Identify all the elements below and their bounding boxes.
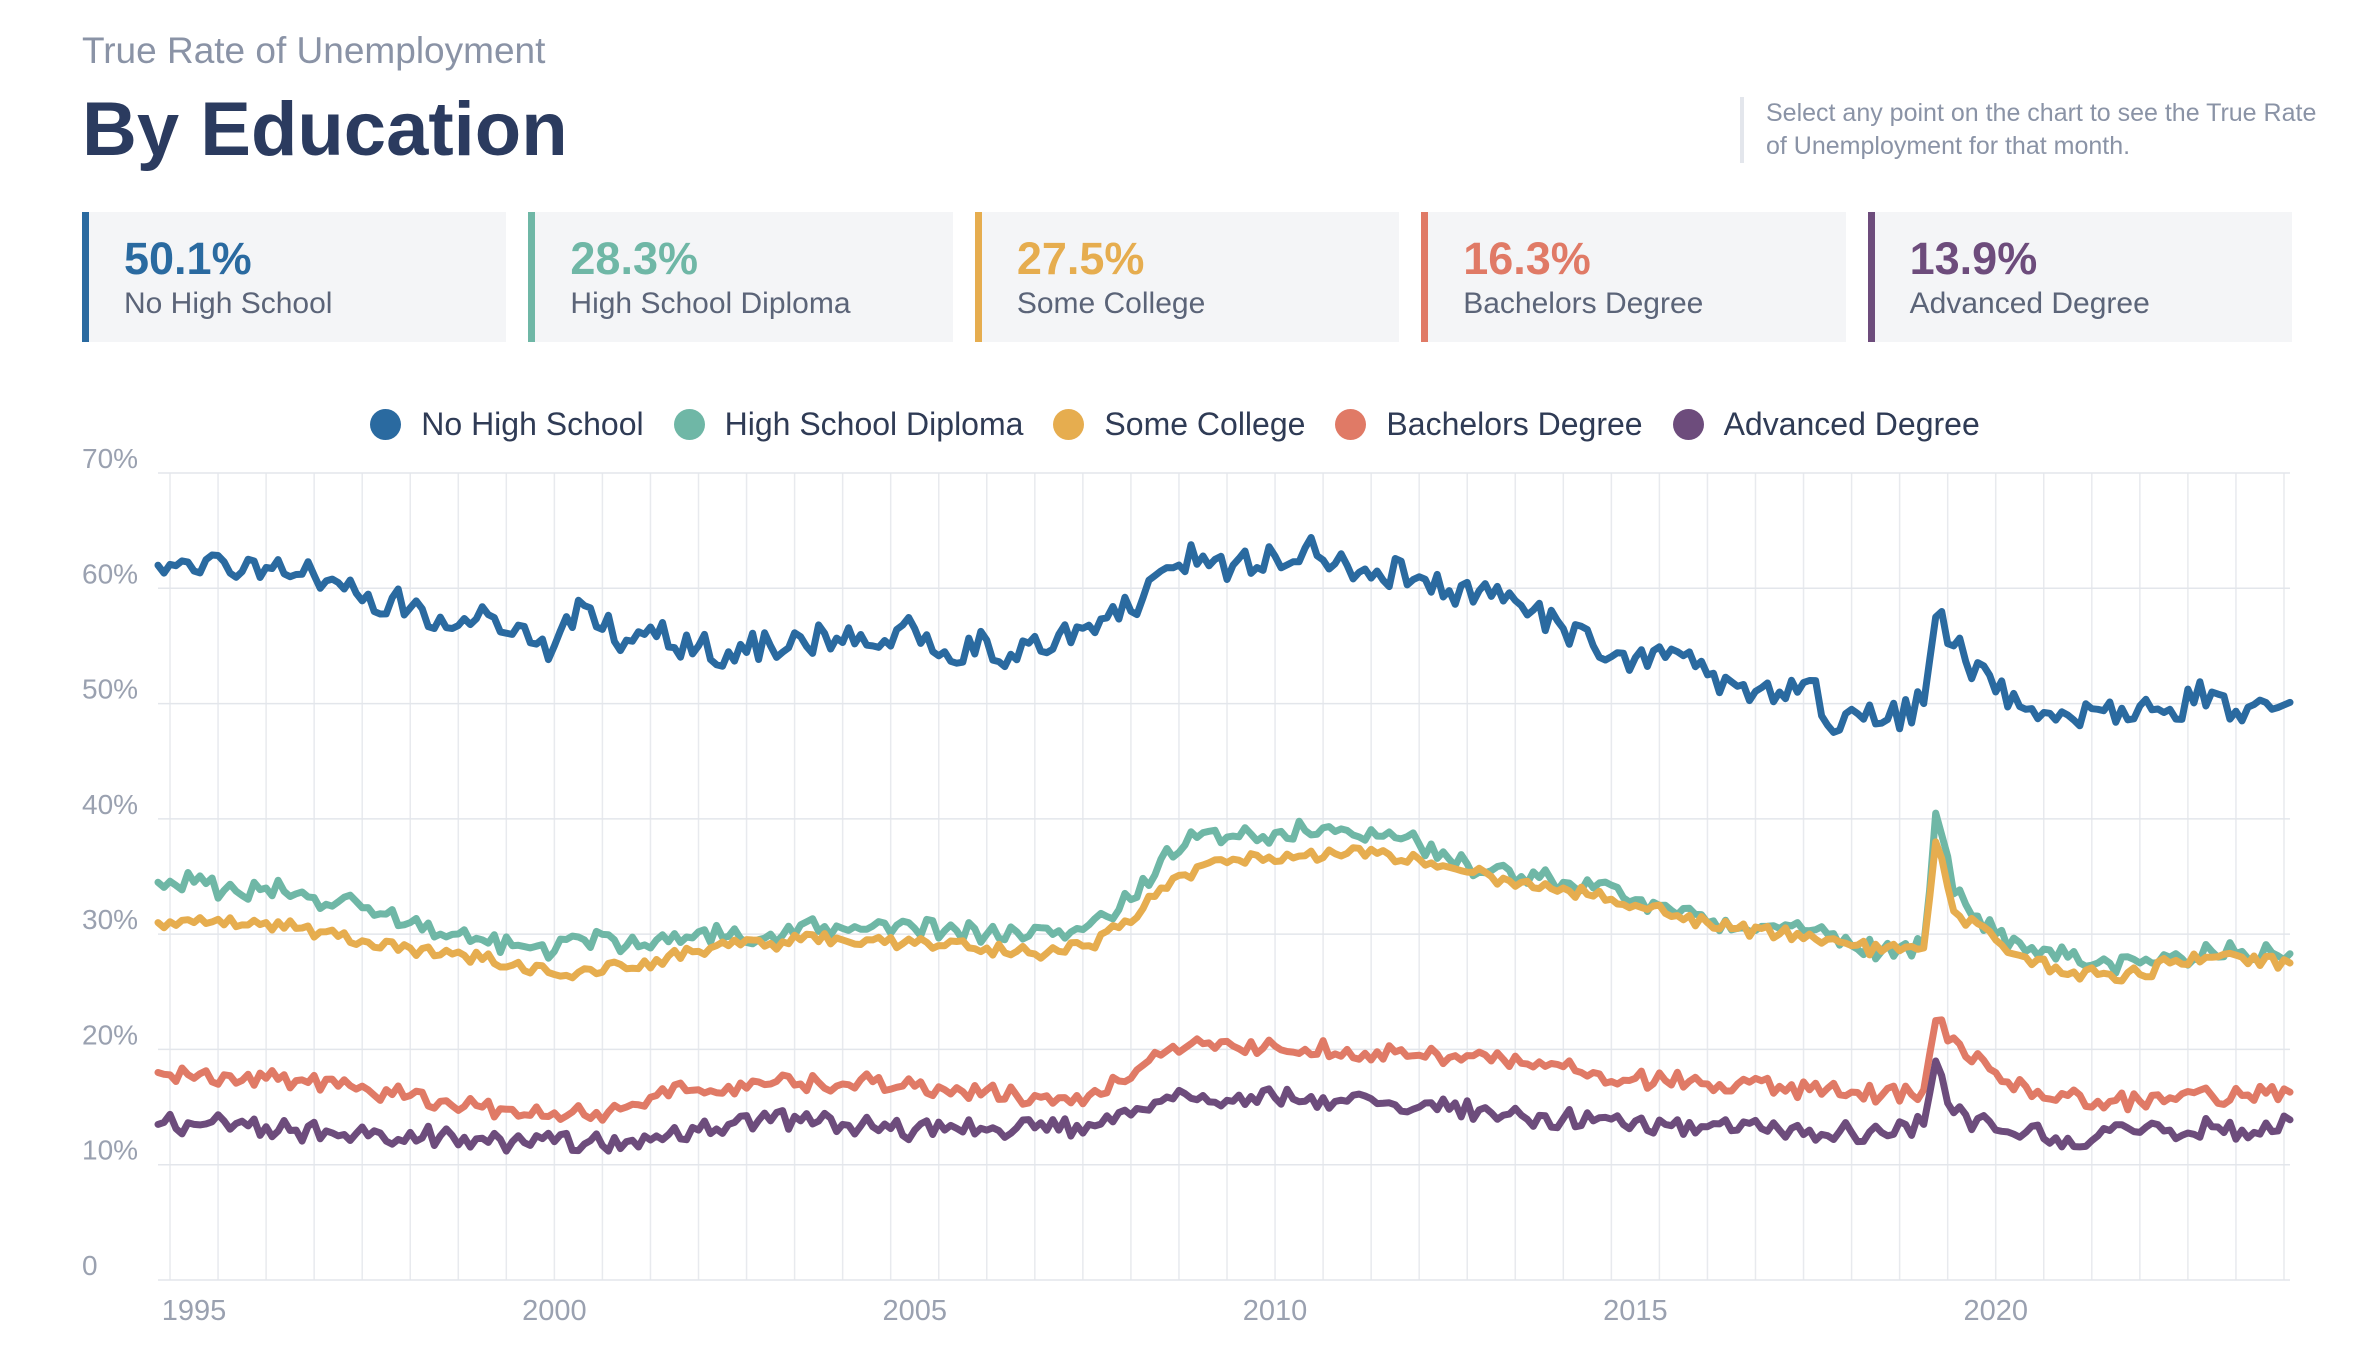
y-tick-label: 0 <box>82 1250 98 1281</box>
legend-item-high-school-diploma[interactable]: High School Diploma <box>673 405 1024 443</box>
y-tick-label: 20% <box>82 1019 138 1050</box>
y-tick-label: 70% <box>82 443 138 474</box>
legend-label: Advanced Degree <box>1723 405 1980 442</box>
series-line-some-college[interactable] <box>154 838 2294 985</box>
summary-card-label: Some College <box>1016 287 1206 320</box>
summary-card-some-college[interactable]: 27.5% Some College <box>974 212 1400 342</box>
chart-hint: Select any point on the chart to see the… <box>1740 97 2326 163</box>
summary-card-no-high-school[interactable]: 50.1% No High School <box>82 212 507 342</box>
summary-card-bachelors-degree[interactable]: 16.3% Bachelors Degree <box>1421 212 1846 342</box>
x-tick-label: 1995 <box>162 1295 227 1327</box>
x-tick-label: 2010 <box>1243 1295 1308 1327</box>
x-tick-label: 2000 <box>522 1295 587 1327</box>
y-tick-label: 10% <box>82 1135 138 1166</box>
summary-card-value: 50.1% <box>124 233 252 284</box>
legend-item-bachelors-degree[interactable]: Bachelors Degree <box>1335 405 1643 443</box>
legend-label: Bachelors Degree <box>1386 405 1643 442</box>
summary-card-value: 27.5% <box>1016 233 1145 284</box>
summary-card-value: 16.3% <box>1463 233 1591 284</box>
chart-title: By Education <box>82 87 568 172</box>
chart-kicker: True Rate of Unemployment <box>82 30 546 71</box>
y-tick-label: 30% <box>82 904 138 935</box>
series-line-no-high-school[interactable] <box>154 534 2294 736</box>
legend-dot <box>673 408 705 440</box>
summary-card-label: Advanced Degree <box>1909 287 2150 320</box>
summary-card-label: No High School <box>124 287 333 320</box>
summary-card-label: Bachelors Degree <box>1463 287 1704 320</box>
y-tick-label: 40% <box>82 789 138 820</box>
y-tick-label: 50% <box>82 674 138 705</box>
legend-label: High School Diploma <box>724 405 1024 442</box>
summary-card-value: 28.3% <box>570 233 699 284</box>
summary-card-value: 13.9% <box>1909 233 2038 284</box>
chart-legend: No High School High School Diploma Some … <box>0 402 2356 446</box>
line-chart[interactable]: 0 10% 20% 30% 40% 50% 60% 70% 1995 2000 2005 2010 20… <box>0 440 2356 1348</box>
summary-card-label: High School Diploma <box>570 287 851 320</box>
legend-label: No High School <box>421 405 644 442</box>
legend-label: Some College <box>1104 405 1306 442</box>
legend-item-advanced-degree[interactable]: Advanced Degree <box>1672 405 1980 443</box>
series-line-advanced-degree[interactable] <box>154 1057 2294 1155</box>
y-tick-label: 60% <box>82 558 138 589</box>
legend-dot <box>1335 408 1367 440</box>
legend-item-some-college[interactable]: Some College <box>1053 406 1305 443</box>
legend-item-no-high-school[interactable]: No High School <box>370 405 644 443</box>
series-line-high-school-diploma[interactable] <box>154 809 2294 977</box>
summary-card-advanced-degree[interactable]: 13.9% Advanced Degree <box>1867 212 2293 342</box>
x-tick-label: 2020 <box>1963 1295 2028 1327</box>
legend-dot <box>1672 408 1704 440</box>
legend-dot <box>370 408 402 440</box>
legend-dot <box>1053 408 1085 440</box>
x-tick-label: 2015 <box>1603 1295 1668 1327</box>
x-tick-label: 2005 <box>882 1295 947 1327</box>
summary-cards: 50.1% No High School 28.3% High School D… <box>82 212 2293 342</box>
summary-card-high-school-diploma[interactable]: 28.3% High School Diploma <box>528 212 953 342</box>
series-line-bachelors-degree[interactable] <box>154 1016 2294 1124</box>
